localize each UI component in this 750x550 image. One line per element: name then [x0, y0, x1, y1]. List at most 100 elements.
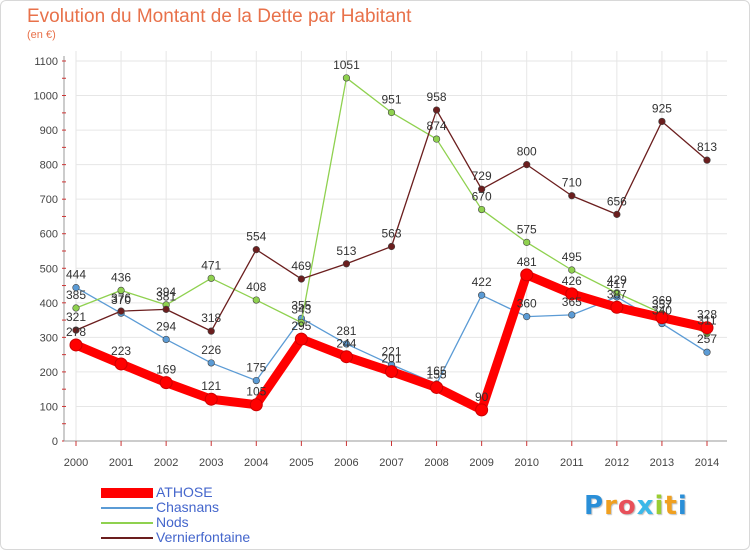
data-label-chasnans: 355 — [291, 298, 311, 312]
data-point-chasnans — [252, 376, 260, 385]
data-point-nods — [432, 135, 441, 143]
proxiti-logo: Proxiti — [584, 491, 688, 521]
data-point-nods — [387, 108, 396, 117]
x-tick-label: 2005 — [289, 457, 313, 469]
data-label-chasnans: 370 — [111, 293, 131, 307]
legend-swatch — [101, 522, 153, 524]
data-point-nods — [523, 238, 531, 246]
data-label-vernierfontaine: 318 — [201, 311, 221, 325]
x-tick-label: 2008 — [424, 457, 448, 469]
logo-letter: t — [664, 491, 678, 521]
axis-layer: 0 100 200 300 400 500 600 700 800 900 1000 1100 2000… — [34, 56, 727, 469]
data-label-chasnans: 340 — [652, 304, 672, 318]
data-label-nods: 394 — [156, 285, 176, 299]
legend-item-nods: Nods — [101, 515, 341, 530]
data-label-chasnans: 444 — [66, 268, 86, 282]
data-label-chasnans: 281 — [336, 324, 356, 338]
x-tick-label: 2006 — [334, 457, 358, 469]
data-label-vernierfontaine: 563 — [381, 227, 401, 241]
data-label-athose: 244 — [336, 337, 356, 351]
y-tick-label: 300 — [40, 332, 58, 344]
x-tick-label: 2009 — [469, 457, 493, 469]
data-label-athose: 105 — [246, 385, 266, 399]
data-point-athose — [114, 357, 128, 371]
data-label-vernierfontaine: 958 — [427, 90, 447, 104]
x-tick-label: 2013 — [650, 457, 674, 469]
data-label-athose: 121 — [201, 379, 221, 393]
data-point-vernierfontaine — [387, 242, 396, 251]
y-tick-label: 400 — [40, 298, 58, 310]
data-label-athose: 295 — [291, 319, 311, 333]
data-point-vernierfontaine — [162, 305, 170, 313]
legend: ATHOSE Chasnans Nods Vernierfontaine — [101, 485, 341, 545]
data-point-athose — [475, 403, 489, 417]
data-point-vernierfontaine — [252, 246, 260, 254]
data-point-athose — [520, 268, 534, 282]
data-point-nods — [613, 289, 621, 297]
data-point-nods — [117, 286, 125, 294]
legend-label: Chasnans — [156, 499, 220, 515]
data-label-nods: 408 — [246, 280, 266, 294]
data-label-nods: 436 — [111, 270, 131, 284]
data-point-nods — [297, 318, 305, 327]
data-label-nods: 575 — [517, 222, 537, 236]
data-label-vernierfontaine: 321 — [66, 310, 86, 324]
data-point-vernierfontaine — [207, 327, 215, 335]
data-point-athose — [339, 350, 353, 364]
data-point-vernierfontaine — [117, 307, 125, 315]
data-label-athose: 223 — [111, 344, 131, 358]
data-label-vernierfontaine: 800 — [517, 145, 537, 159]
data-point-athose — [69, 338, 83, 352]
data-point-vernierfontaine — [568, 192, 576, 200]
legend-swatch — [101, 537, 153, 539]
x-tick-label: 2001 — [109, 457, 133, 469]
legend-label: Nods — [156, 514, 189, 530]
data-label-vernierfontaine: 513 — [336, 244, 356, 258]
data-label-nods: 369 — [652, 294, 672, 308]
y-tick-label: 0 — [52, 436, 58, 448]
logo-letter: r — [604, 491, 618, 521]
data-point-chasnans — [523, 313, 531, 321]
y-tick-label: 500 — [40, 263, 58, 275]
logo-letter: o — [617, 491, 637, 521]
data-label-chasnans: 294 — [156, 319, 176, 333]
legend-item-chasnans: Chasnans — [101, 500, 341, 515]
data-label-nods: 951 — [381, 92, 401, 106]
logo-letter: i — [654, 491, 665, 521]
legend-label: Vernierfontaine — [156, 529, 251, 545]
series-layer — [69, 74, 714, 417]
data-point-vernierfontaine — [703, 156, 711, 164]
data-point-athose — [294, 332, 308, 346]
data-point-athose — [565, 287, 579, 301]
data-label-nods: 311 — [697, 314, 716, 328]
legend-item-vernierfontaine: Vernierfontaine — [101, 530, 341, 545]
data-label-vernierfontaine: 729 — [472, 169, 492, 183]
data-point-nods — [342, 74, 351, 82]
data-point-nods — [252, 296, 260, 304]
data-label-vernierfontaine: 813 — [697, 140, 717, 154]
data-label-vernierfontaine: 469 — [291, 259, 311, 273]
data-point-vernierfontaine — [297, 275, 305, 283]
data-label-chasnans: 226 — [201, 343, 221, 357]
x-tick-label: 2002 — [154, 457, 178, 469]
legend-swatch — [101, 507, 153, 509]
x-tick-label: 2014 — [695, 457, 719, 469]
data-point-nods — [207, 274, 215, 282]
x-tick-label: 2004 — [244, 457, 268, 469]
chart-subtitle: (en €) — [27, 29, 56, 41]
data-point-vernierfontaine — [478, 185, 486, 193]
y-tick-label: 200 — [40, 367, 58, 379]
data-point-athose — [385, 365, 398, 379]
data-point-chasnans — [703, 348, 711, 356]
logo-letter: x — [636, 491, 655, 521]
data-point-athose — [700, 321, 714, 335]
data-label-nods: 429 — [607, 273, 627, 287]
logo-letter: i — [677, 491, 688, 521]
data-point-athose — [159, 376, 173, 390]
data-label-chasnans: 165 — [427, 364, 447, 378]
data-point-chasnans — [342, 340, 351, 348]
data-label-athose: 90 — [475, 390, 489, 404]
logo-letter: P — [584, 491, 605, 521]
